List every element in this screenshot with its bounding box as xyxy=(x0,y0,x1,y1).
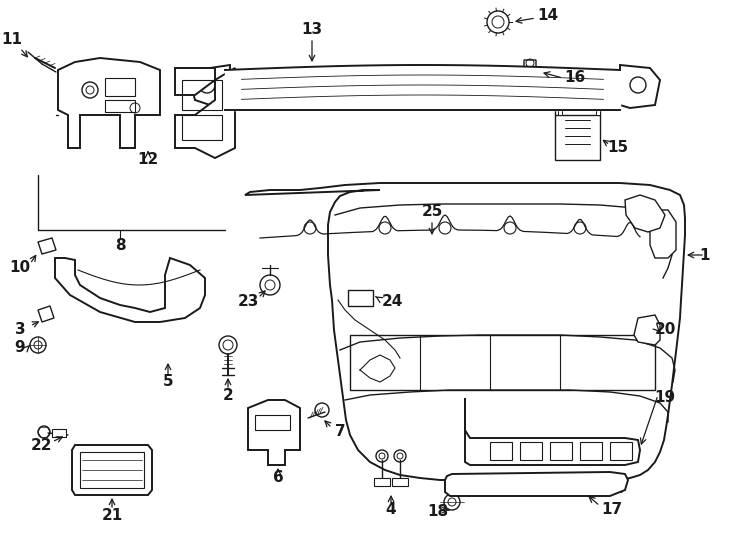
Text: 20: 20 xyxy=(654,322,676,338)
Text: 9: 9 xyxy=(15,341,25,355)
Polygon shape xyxy=(38,238,56,254)
Polygon shape xyxy=(38,306,54,322)
Text: 16: 16 xyxy=(564,71,586,85)
Text: 19: 19 xyxy=(655,390,675,406)
Polygon shape xyxy=(625,195,665,232)
Polygon shape xyxy=(524,60,536,76)
Polygon shape xyxy=(445,472,628,496)
Bar xyxy=(555,115,600,160)
Text: 14: 14 xyxy=(537,8,559,23)
Polygon shape xyxy=(190,65,230,105)
Polygon shape xyxy=(175,68,235,158)
Text: 13: 13 xyxy=(302,23,322,37)
Text: 8: 8 xyxy=(115,238,126,253)
Bar xyxy=(350,335,655,390)
Text: 21: 21 xyxy=(101,508,123,523)
Polygon shape xyxy=(640,210,676,258)
Bar xyxy=(182,115,222,140)
Text: 11: 11 xyxy=(1,32,23,48)
Polygon shape xyxy=(580,442,602,460)
Text: 17: 17 xyxy=(601,503,622,517)
Text: 24: 24 xyxy=(381,294,403,309)
Bar xyxy=(52,429,66,437)
Polygon shape xyxy=(465,398,640,465)
Polygon shape xyxy=(245,183,685,480)
Text: 10: 10 xyxy=(10,260,31,275)
Text: 15: 15 xyxy=(608,140,628,156)
Circle shape xyxy=(417,80,423,86)
Bar xyxy=(105,78,135,96)
Bar xyxy=(182,80,222,110)
Text: 7: 7 xyxy=(335,424,345,440)
Text: 3: 3 xyxy=(15,322,25,338)
Polygon shape xyxy=(596,108,600,115)
Polygon shape xyxy=(620,65,660,108)
Polygon shape xyxy=(72,445,152,495)
Bar xyxy=(374,478,390,486)
Polygon shape xyxy=(558,108,562,115)
Text: 6: 6 xyxy=(272,470,283,485)
Bar xyxy=(255,415,290,430)
Text: 4: 4 xyxy=(385,503,396,517)
Polygon shape xyxy=(520,442,542,460)
Bar xyxy=(105,100,135,112)
Text: 5: 5 xyxy=(163,375,173,389)
Polygon shape xyxy=(634,315,660,345)
Text: 12: 12 xyxy=(137,152,159,167)
Text: 18: 18 xyxy=(427,504,448,519)
Bar xyxy=(392,478,408,486)
Bar xyxy=(348,290,373,306)
Text: 22: 22 xyxy=(32,437,53,453)
Text: 1: 1 xyxy=(700,247,711,262)
Polygon shape xyxy=(550,442,572,460)
Polygon shape xyxy=(248,400,300,465)
Text: 25: 25 xyxy=(421,205,443,219)
Text: 23: 23 xyxy=(237,294,258,309)
Polygon shape xyxy=(58,58,160,148)
Polygon shape xyxy=(610,442,632,460)
Text: 2: 2 xyxy=(222,388,233,402)
Polygon shape xyxy=(55,258,205,322)
Polygon shape xyxy=(490,442,512,460)
